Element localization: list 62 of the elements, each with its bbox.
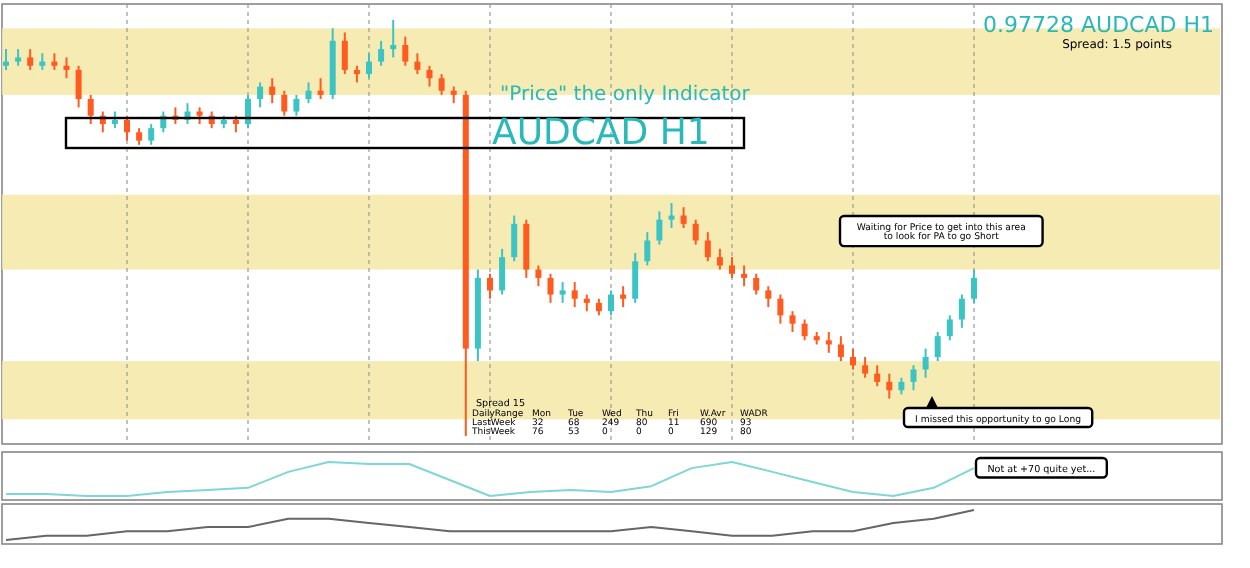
candlestick bbox=[837, 335, 844, 363]
candlestick bbox=[3, 48, 9, 71]
candlestick bbox=[946, 314, 953, 342]
candlestick bbox=[547, 272, 554, 304]
candlestick bbox=[402, 35, 409, 67]
candlestick bbox=[680, 206, 687, 229]
candlestick bbox=[257, 81, 264, 109]
candlestick bbox=[971, 268, 977, 304]
candlestick bbox=[75, 64, 82, 109]
candlestick bbox=[438, 73, 445, 96]
candlestick bbox=[366, 52, 372, 80]
candlestick bbox=[269, 77, 276, 105]
candlestick bbox=[958, 293, 965, 329]
candlestick bbox=[245, 93, 251, 130]
candlestick bbox=[874, 364, 881, 388]
candlestick bbox=[656, 210, 663, 246]
candlestick bbox=[729, 256, 735, 279]
candlestick bbox=[305, 81, 312, 105]
candlestick bbox=[668, 202, 675, 229]
candlestick bbox=[922, 347, 929, 379]
candlestick bbox=[317, 77, 324, 101]
candlestick bbox=[644, 231, 651, 267]
candlestick bbox=[716, 247, 723, 271]
candlestick bbox=[559, 281, 566, 304]
candlestick bbox=[620, 285, 627, 309]
annotation: "Price" the only Indicator bbox=[500, 84, 752, 106]
candlestick bbox=[753, 272, 760, 296]
candlestick bbox=[801, 318, 808, 342]
candlestick bbox=[789, 310, 796, 333]
candlestick bbox=[850, 347, 856, 371]
candlestick bbox=[511, 214, 518, 263]
candlestick bbox=[390, 19, 397, 59]
candlestick bbox=[741, 264, 748, 288]
candlestick bbox=[886, 372, 893, 400]
candlestick bbox=[414, 52, 421, 76]
candlestick bbox=[910, 364, 917, 392]
candlestick bbox=[378, 39, 385, 67]
candlestick bbox=[608, 289, 614, 317]
annotation: AUDCAD H1 bbox=[492, 112, 710, 154]
candlestick bbox=[293, 93, 300, 117]
candlestick bbox=[704, 231, 711, 263]
candlestick bbox=[632, 251, 639, 304]
candlestick bbox=[148, 123, 155, 146]
candlestick bbox=[124, 114, 130, 142]
candlestick bbox=[487, 272, 493, 300]
candlestick bbox=[87, 93, 94, 125]
text: 0.97728 AUDCAD H1 bbox=[983, 12, 1214, 38]
candlestick bbox=[281, 89, 288, 117]
candlestick bbox=[571, 281, 578, 309]
candlestick bbox=[934, 331, 941, 363]
candlestick bbox=[692, 218, 699, 246]
candlestick bbox=[63, 56, 70, 80]
candlestick bbox=[426, 64, 433, 88]
candlestick bbox=[499, 247, 506, 296]
candlestick bbox=[825, 331, 832, 354]
candlestick bbox=[341, 31, 348, 76]
candlestick bbox=[862, 355, 869, 379]
candlestick bbox=[535, 264, 542, 288]
candlestick bbox=[27, 48, 34, 71]
candlestick bbox=[523, 218, 530, 279]
candlestick bbox=[765, 285, 772, 309]
candlestick bbox=[777, 293, 784, 325]
